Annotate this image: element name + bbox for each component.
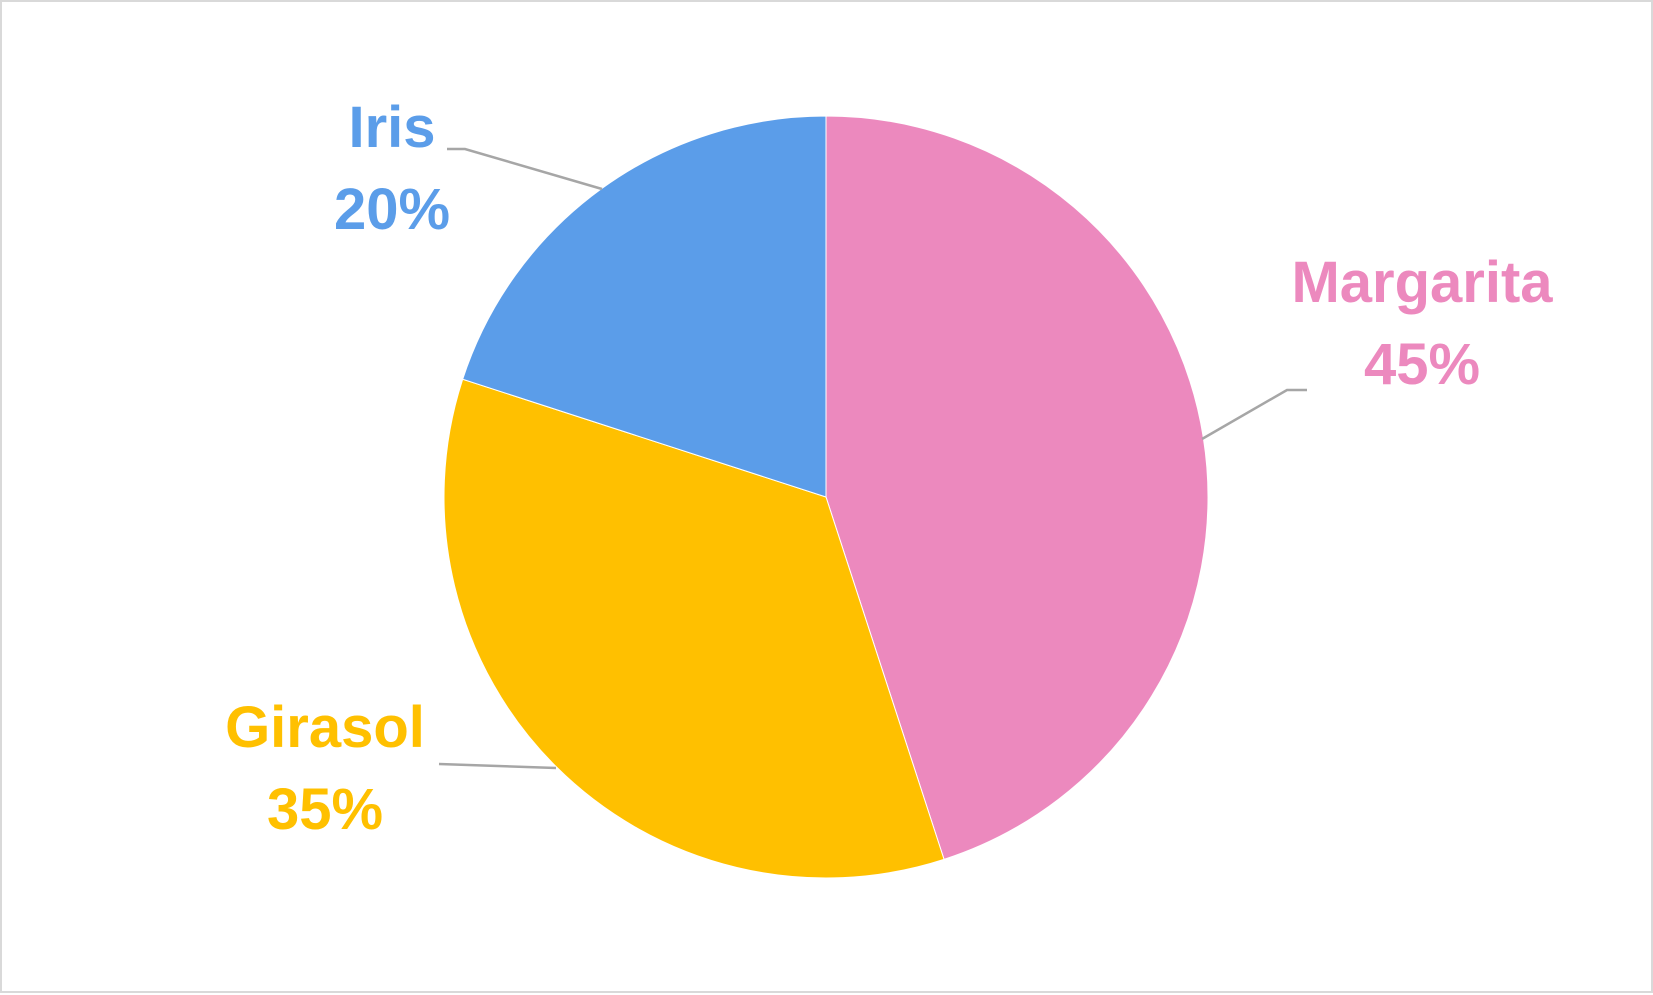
slice-percent-girasol: 35% bbox=[267, 777, 383, 842]
leader-line-iris bbox=[447, 147, 603, 191]
slice-name-margarita: Margarita bbox=[1291, 250, 1553, 315]
pie-slice-girasol bbox=[443, 378, 945, 879]
slice-name-girasol: Girasol bbox=[225, 695, 425, 760]
leader-lines bbox=[438, 147, 1307, 770]
data-label-margarita: Margarita 45% bbox=[1291, 250, 1553, 397]
leader-line-margarita bbox=[1201, 388, 1307, 441]
slice-percent-margarita: 45% bbox=[1364, 332, 1480, 397]
leader-line-girasol bbox=[438, 762, 557, 770]
data-label-iris: Iris 20% bbox=[334, 95, 450, 242]
data-label-girasol: Girasol 35% bbox=[225, 695, 425, 842]
slice-percent-iris: 20% bbox=[334, 177, 450, 242]
pie-slices bbox=[443, 115, 1209, 879]
data-labels: Margarita 45% Girasol 35% Iris 20% bbox=[225, 95, 1553, 842]
slice-name-iris: Iris bbox=[348, 95, 435, 160]
